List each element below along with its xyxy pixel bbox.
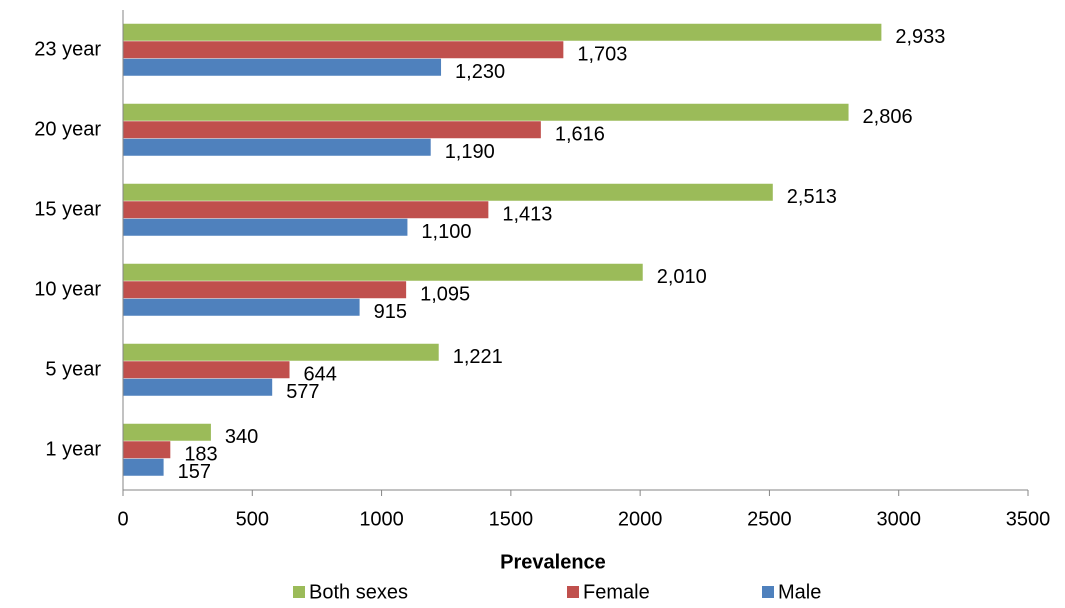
bar <box>123 121 541 139</box>
bar <box>123 378 273 396</box>
y-tick-label: 15 year <box>34 198 101 220</box>
data-label: 1,100 <box>421 221 471 243</box>
x-tick-label: 2000 <box>618 508 663 530</box>
data-label: 577 <box>286 381 319 403</box>
data-label: 2,933 <box>895 26 945 48</box>
data-label: 2,806 <box>863 106 913 128</box>
data-label: 1,413 <box>502 203 552 225</box>
data-label: 157 <box>178 461 211 483</box>
bar <box>123 343 439 361</box>
x-tick-label: 2500 <box>747 508 792 530</box>
data-label: 1,230 <box>455 61 505 83</box>
data-label: 1,095 <box>420 283 470 305</box>
y-tick-label: 5 year <box>45 358 101 380</box>
bar <box>123 138 431 156</box>
y-tick-label: 23 year <box>34 38 101 60</box>
data-label: 1,703 <box>577 43 627 65</box>
legend-swatch <box>567 586 579 598</box>
data-label: 1,616 <box>555 123 605 145</box>
bar <box>123 41 564 59</box>
y-tick-label: 20 year <box>34 118 101 140</box>
x-axis-title: Prevalence <box>500 551 606 573</box>
bar <box>123 263 643 281</box>
legend-label: Male <box>778 581 821 603</box>
bar <box>123 58 442 76</box>
legend-swatch <box>293 586 305 598</box>
x-tick-label: 1500 <box>489 508 534 530</box>
bar <box>123 281 407 299</box>
x-tick-label: 1000 <box>359 508 404 530</box>
x-tick-label: 3500 <box>1006 508 1051 530</box>
data-label: 1,221 <box>453 346 503 368</box>
bar <box>123 361 290 379</box>
y-tick-label: 10 year <box>34 278 101 300</box>
bar <box>123 201 489 219</box>
data-label: 340 <box>225 426 258 448</box>
legend-label: Female <box>583 581 650 603</box>
data-label: 1,190 <box>445 141 495 163</box>
bar <box>123 103 849 121</box>
data-label: 2,010 <box>657 266 707 288</box>
bar <box>123 183 773 201</box>
legend-swatch <box>762 586 774 598</box>
x-tick-label: 500 <box>236 508 269 530</box>
y-tick-label: 1 year <box>45 438 101 460</box>
bar <box>123 458 164 476</box>
x-tick-label: 0 <box>117 508 128 530</box>
x-tick-label: 3000 <box>876 508 921 530</box>
legend-label: Both sexes <box>309 581 408 603</box>
data-label: 183 <box>184 443 217 465</box>
bar <box>123 441 171 459</box>
bar <box>123 23 882 41</box>
data-label: 644 <box>304 363 337 385</box>
data-label: 2,513 <box>787 186 837 208</box>
data-label: 915 <box>374 301 407 323</box>
bar <box>123 298 360 316</box>
bar <box>123 218 408 236</box>
bar <box>123 423 211 441</box>
